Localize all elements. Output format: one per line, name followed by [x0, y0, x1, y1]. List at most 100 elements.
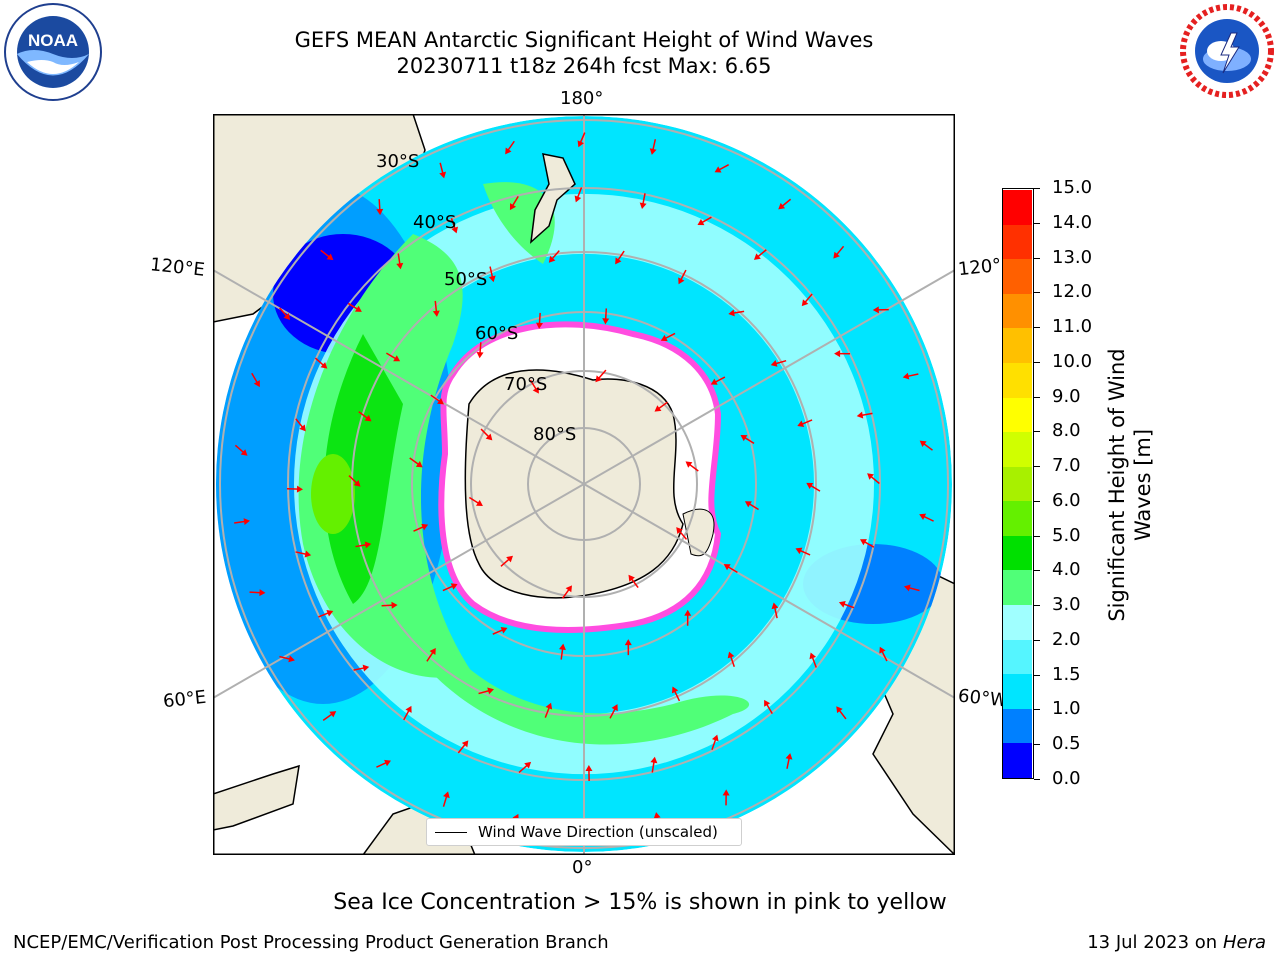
wind-arrow [385, 352, 401, 362]
colorbar-tick-label: 15.0 [1052, 177, 1093, 198]
wind-arrow [559, 643, 566, 660]
wind-arrow [676, 527, 688, 540]
colorbar-tick-mark [1034, 535, 1040, 537]
colorbar-segment [1003, 500, 1032, 536]
lon-label-120w: 120° [957, 254, 1003, 281]
wind-arrow [660, 332, 676, 342]
wind-arrow [727, 651, 735, 667]
wind-arrow [685, 461, 699, 472]
wind-arrow [314, 357, 328, 369]
wind-arrow [859, 539, 875, 548]
wind-arrow [500, 555, 513, 567]
colorbar-tick-label: 7.0 [1052, 455, 1081, 477]
colorbar-tick-label: 10.0 [1052, 350, 1093, 372]
wind-arrow [609, 704, 618, 719]
wind-arrow [442, 583, 458, 592]
colorbar-tick-label: 0.5 [1052, 733, 1081, 755]
wind-arrow [628, 574, 639, 589]
lon-label-60w: 60°W [957, 685, 1009, 712]
national-weather-service-logo-icon [1180, 4, 1274, 98]
legend-label: Wind Wave Direction (unscaled) [478, 823, 718, 841]
wind-arrow [697, 216, 712, 226]
wind-arrow [650, 756, 658, 773]
wind-arrow [509, 196, 519, 211]
land-corners [213, 114, 955, 855]
colorbar-segment [1003, 431, 1032, 467]
wind-arrow [872, 306, 889, 314]
wind-arrow [856, 411, 873, 419]
wind-arrow [711, 734, 719, 750]
wind-arrow [902, 372, 919, 380]
colorbar-segment [1003, 742, 1032, 778]
wind-arrow [442, 791, 450, 807]
colorbar-label-line2: Waves [m] [1131, 428, 1155, 542]
colorbar-tick-mark [1034, 500, 1040, 502]
colorbar-segment [1003, 535, 1032, 571]
colorbar-tick-label: 1.0 [1052, 698, 1081, 720]
wind-arrow [430, 394, 444, 405]
wind-arrow [234, 444, 248, 456]
colorbar-tick-label: 13.0 [1052, 246, 1093, 268]
wind-arrow [426, 648, 436, 662]
colorbar-segment [1003, 466, 1032, 502]
colorbar-tick-mark [1034, 605, 1040, 607]
map-title: GEFS MEAN Antarctic Significant Height o… [294, 28, 874, 52]
colorbar-tick-mark [1034, 396, 1040, 398]
wind-arrow [432, 300, 440, 317]
wind-arrow [577, 132, 586, 148]
noaa-logo-icon: NOAA [4, 3, 102, 101]
wind-arrow [838, 600, 855, 609]
colorbar-tick-mark [1034, 257, 1040, 259]
colorbar-tick-label: 14.0 [1052, 211, 1093, 233]
wind-arrow [322, 711, 337, 721]
wind-arrow [809, 652, 817, 668]
lat-label-50s: 50°S [444, 269, 488, 290]
colorbar-tick-mark [1034, 639, 1040, 641]
wind-arrow [723, 564, 738, 574]
colorbar-tick-label: 4.0 [1052, 559, 1081, 581]
colorbar-segment [1003, 189, 1032, 225]
wind-arrow [919, 440, 933, 451]
colorbar-label: Significant Height of Wind Waves [m] [1104, 348, 1156, 621]
wind-arrow [348, 475, 361, 487]
wind-arrow [450, 218, 458, 234]
wind-arrow [381, 601, 398, 609]
wind-arrow [492, 627, 508, 635]
wind-arrow [286, 485, 303, 493]
colorbar-segment [1003, 224, 1032, 260]
colorbar-tick-label: 8.0 [1052, 420, 1081, 442]
colorbar-segment [1003, 708, 1032, 744]
lon-label-0: 0° [572, 857, 593, 878]
wind-arrow [376, 199, 384, 216]
colorbar-tick-mark [1034, 709, 1040, 711]
colorbar-segment [1003, 639, 1032, 675]
colorbar-tick-mark [1034, 779, 1040, 780]
wind-arrow [797, 419, 813, 427]
wind-arrow [376, 759, 392, 768]
wind-arrow [867, 473, 880, 485]
wind-arrow [684, 609, 692, 626]
graticule [213, 114, 955, 855]
wind-arrow [740, 434, 755, 445]
footer-host: Hera [1222, 932, 1266, 953]
colorbar-segment [1003, 397, 1032, 433]
colorbar [1002, 188, 1034, 779]
wind-arrow [602, 308, 610, 325]
wind-arrow [801, 293, 813, 307]
colorbar-tick-mark [1034, 570, 1040, 572]
wind-arrow [480, 428, 493, 441]
wind-arrow [785, 753, 793, 769]
wind-arrow [836, 706, 847, 720]
colorbar-tick-label: 0.0 [1052, 768, 1081, 789]
wind-arrow [714, 164, 730, 173]
wind-arrow [295, 418, 306, 432]
wind-arrow [654, 401, 668, 412]
wind-arrow [671, 686, 681, 702]
wind-arrow [770, 359, 787, 367]
noaa-logo-text: NOAA [28, 31, 78, 50]
wind-arrow [778, 198, 792, 210]
wind-arrow [585, 765, 593, 782]
wind-arrow [396, 253, 404, 270]
wind-arrow [249, 589, 266, 597]
wind-arrow [505, 140, 515, 155]
